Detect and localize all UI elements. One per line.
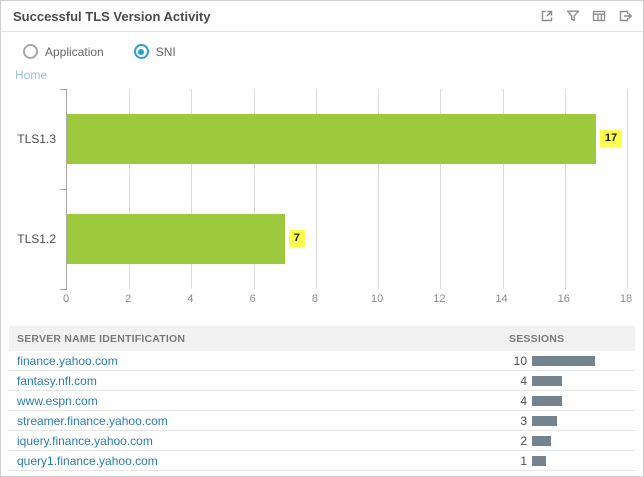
- x-axis-tick-label: 6: [249, 293, 256, 305]
- widget-toolbar: [538, 8, 633, 25]
- sessions-count: 4: [520, 393, 527, 408]
- filter-icon[interactable]: [564, 8, 581, 25]
- table-body: finance.yahoo.com 10 fantasy.nfl.com 4 www.e…: [9, 351, 635, 471]
- chart-gridline: [315, 89, 317, 289]
- x-axis-tick-label: 4: [187, 293, 194, 305]
- x-axis-tick-label: 12: [433, 293, 446, 305]
- chart-gridline: [191, 89, 193, 289]
- sessions-cell: 1: [509, 454, 627, 468]
- radio-sni-label: SNI: [155, 44, 176, 59]
- sessions-cell: 4: [509, 394, 627, 408]
- export-icon[interactable]: [616, 8, 633, 25]
- radio-sni-circle[interactable]: [133, 44, 149, 59]
- view-mode-radios: Application SNI: [23, 44, 643, 59]
- category-label: TLS1.2: [17, 232, 56, 246]
- server-name-link[interactable]: query1.finance.yahoo.com: [17, 453, 158, 468]
- column-header-server-name: SERVER NAME IDENTIFICATION: [17, 332, 186, 345]
- y-axis-tick: [60, 89, 67, 90]
- widget-header: Successful TLS Version Activity: [1, 1, 643, 32]
- page-title: Successful TLS Version Activity: [13, 8, 211, 24]
- sessions-count: 2: [520, 433, 527, 448]
- chart-gridline: [378, 89, 380, 289]
- chart-gridline: [502, 89, 504, 289]
- table-view-icon[interactable]: [590, 8, 607, 25]
- sessions-bar: [532, 455, 546, 466]
- sessions-count: 10: [513, 353, 527, 368]
- chart-bar[interactable]: [67, 214, 285, 264]
- sessions-bar: [532, 375, 562, 386]
- x-axis-tick-label: 0: [62, 293, 70, 305]
- sessions-count: 1: [520, 453, 527, 468]
- server-name-link[interactable]: finance.yahoo.com: [17, 353, 118, 368]
- sessions-cell: 4: [509, 374, 627, 388]
- server-name-link[interactable]: www.espn.com: [17, 393, 98, 408]
- sessions-count: 4: [520, 373, 527, 388]
- x-axis-tick-label: 8: [311, 293, 318, 305]
- breadcrumb-home-link[interactable]: Home: [15, 68, 48, 82]
- sessions-bar: [532, 435, 551, 446]
- sessions-bar: [532, 355, 595, 366]
- sni-sessions-table: SERVER NAME IDENTIFICATION SESSIONS fina…: [9, 326, 635, 471]
- chart-gridline: [129, 89, 131, 289]
- radio-application[interactable]: Application: [23, 44, 104, 59]
- bar-value-label: 17: [599, 130, 623, 147]
- table-row: www.espn.com 4: [9, 391, 635, 411]
- tls-version-bar-chart: 17 7 0 2 4 6 8 10 12 14 16 18 TLS1.3 TLS1.2: [1, 89, 643, 313]
- x-axis-tick-label: 16: [557, 293, 570, 305]
- server-name-link[interactable]: streamer.finance.yahoo.com: [17, 413, 168, 428]
- table-row: fantasy.nfl.com 4: [9, 371, 635, 391]
- x-axis-tick-label: 18: [619, 293, 633, 305]
- radio-application-label: Application: [45, 44, 104, 59]
- table-row: streamer.finance.yahoo.com 3: [9, 411, 635, 431]
- chart-plot-area: 17 7: [60, 89, 628, 290]
- chart-gridline: [440, 89, 442, 289]
- table-row: iquery.finance.yahoo.com 2: [9, 431, 635, 451]
- radio-application-circle[interactable]: [23, 44, 38, 59]
- open-in-window-icon[interactable]: [538, 8, 555, 25]
- sessions-cell: 3: [509, 414, 627, 428]
- chart-gridline: [564, 89, 566, 289]
- table-row: query1.finance.yahoo.com 1: [9, 451, 635, 471]
- x-axis-tick-label: 2: [125, 293, 132, 305]
- category-label: TLS1.3: [17, 132, 56, 146]
- table-header-row: SERVER NAME IDENTIFICATION SESSIONS: [9, 326, 635, 351]
- bar-value-label: 7: [288, 230, 305, 247]
- x-axis-tick-label: 10: [370, 293, 384, 305]
- chart-gridline: [253, 89, 255, 289]
- radio-sni[interactable]: SNI: [133, 44, 176, 59]
- y-axis-tick: [60, 189, 67, 190]
- sessions-count: 3: [520, 413, 527, 428]
- column-header-sessions: SESSIONS: [509, 332, 565, 345]
- server-name-link[interactable]: fantasy.nfl.com: [17, 373, 97, 388]
- x-axis-tick-label: 14: [495, 293, 508, 305]
- chart-gridline: [627, 89, 628, 289]
- sessions-bar: [532, 415, 557, 426]
- sessions-cell: 2: [509, 434, 627, 448]
- breadcrumb: Home: [15, 68, 643, 82]
- y-axis-tick: [60, 289, 67, 290]
- table-row: finance.yahoo.com 10: [9, 351, 635, 371]
- sessions-bar: [532, 395, 562, 406]
- chart-bar[interactable]: [67, 114, 596, 164]
- server-name-link[interactable]: iquery.finance.yahoo.com: [17, 433, 153, 448]
- sessions-cell: 10: [509, 354, 627, 368]
